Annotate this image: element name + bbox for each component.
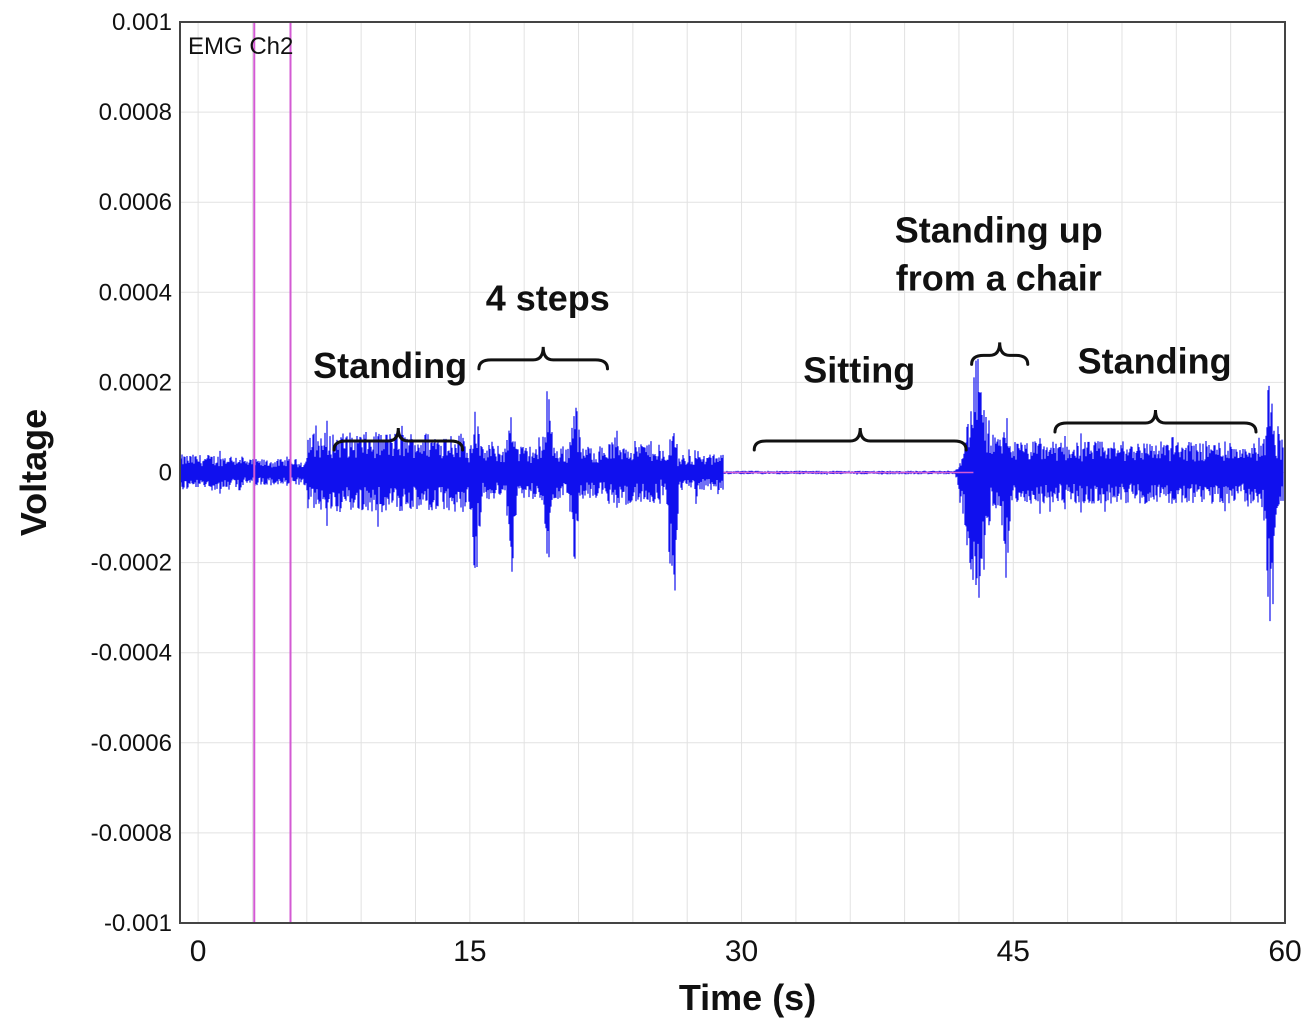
annotation-brace [1053,409,1258,434]
annotation-brace [477,346,610,371]
emg-trace [180,358,1284,622]
annotation-label: 4 steps [486,277,610,318]
y-tick-label: -0.0004 [91,640,172,667]
x-tick-label: 0 [190,935,207,968]
plot-frame [179,21,1286,924]
annotation-brace [970,342,1030,366]
y-tick-label: 0.0002 [99,369,172,396]
y-tick-label: 0.001 [112,9,172,36]
y-tick-label: -0.0002 [91,550,172,577]
x-tick-label: 15 [453,935,486,968]
y-tick-label: -0.0006 [91,730,172,757]
y-tick-label: 0.0008 [99,99,172,126]
x-tick-label: 45 [997,935,1030,968]
x-tick-label: 30 [725,935,758,968]
y-axis-ticks: 0.001 0.0008 0.0006 0.0004 0.0002 0 -0.0002 -0.… [91,9,172,937]
channel-label: EMG Ch2 [188,33,293,60]
annotations: Standing 4 steps Sitting Standing up from a … [313,210,1258,452]
y-tick-label: -0.001 [104,910,172,937]
annotation-label: Standing [1078,340,1232,381]
y-axis-title: Voltage [13,409,54,536]
annotation-label: Sitting [803,349,915,390]
emg-signal [180,358,1284,622]
y-tick-label: 0.0006 [99,189,172,216]
annotation-label: Standing [313,345,467,386]
y-tick-label: 0 [159,460,172,487]
markers [253,22,292,923]
annotation-brace [332,427,465,452]
x-tick-label: 60 [1268,935,1301,968]
x-axis-title: Time (s) [679,977,816,1018]
annotation-brace [752,427,968,452]
y-tick-label: 0.0004 [99,279,172,306]
x-axis-ticks: 0 15 30 45 60 [190,935,1301,968]
y-tick-label: -0.0008 [91,820,172,847]
annotation-label: Standing up from a chair [895,210,1103,299]
